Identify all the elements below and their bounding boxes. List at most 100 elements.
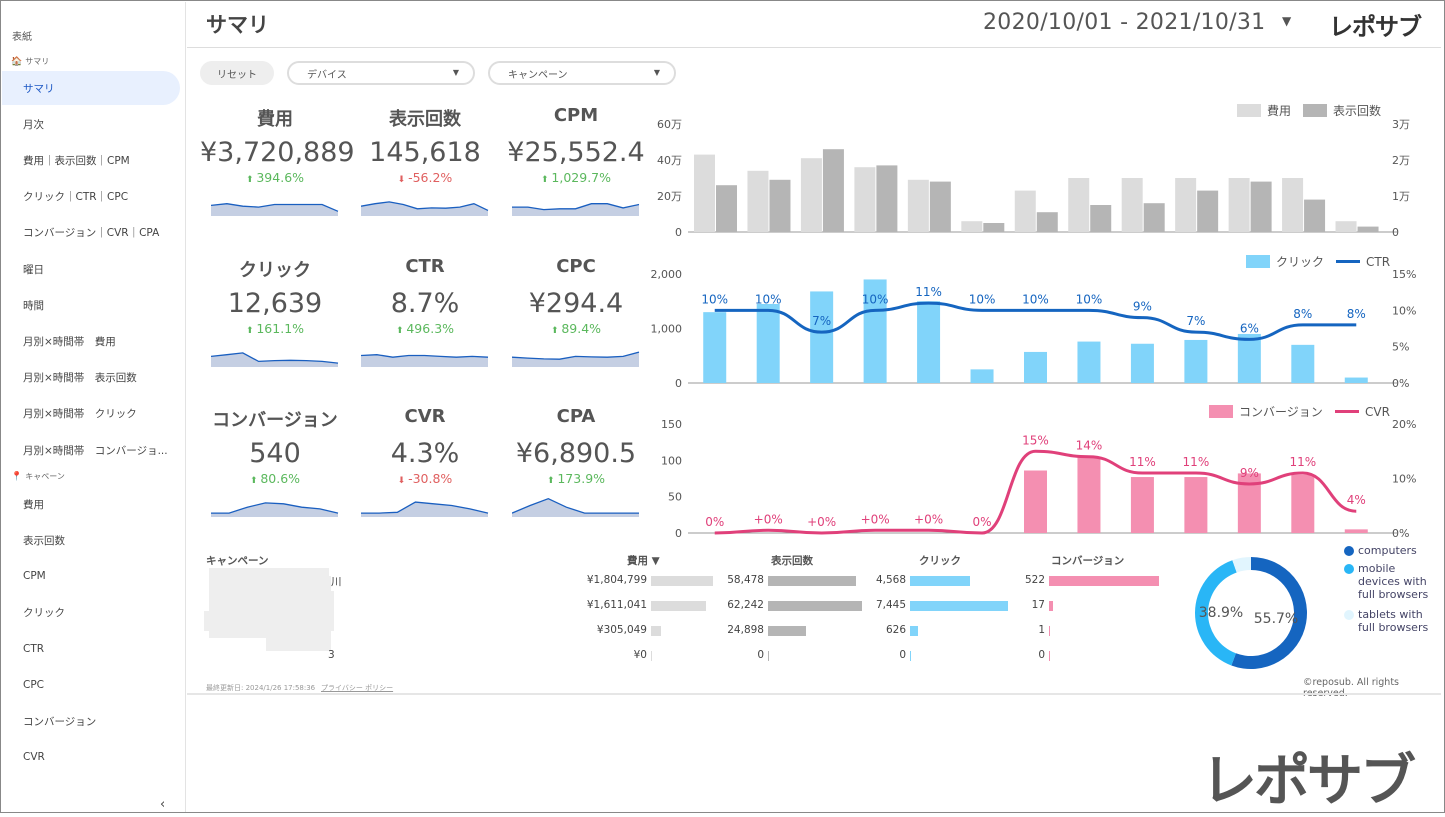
legend-swatch [1209,405,1233,418]
sidebar-item[interactable]: 月別×時間帯 クリック [23,408,137,421]
y-tick-left: 0 [675,527,682,540]
kpi-change-value: 161.1% [256,321,305,336]
sparkline-line [361,501,489,514]
last-updated: 最終更新日: 2024/1/26 17:58:36 [206,684,316,692]
arrow-down-icon: ⬇ [397,476,409,486]
cell-bar [1049,651,1050,661]
chart-panel-2: 0 50 100 150 0% 10% 20% 0% +0% +0% +0% +0% 0% 15% 14% 1… [661,405,1416,540]
kpi-change: ⬆ 173.9% [501,471,651,489]
sidebar-item[interactable]: コンバージョン｜CVR｜CPA [23,227,160,240]
legend-label: クリック [1276,255,1324,269]
data-label: 8% [1293,307,1312,321]
bar [907,179,929,232]
sidebar-item[interactable]: クリック｜CTR｜CPC [23,191,129,204]
device-filter-dropdown[interactable]: デバイス ▼ [287,61,475,85]
kpi-card: コンバージョン 540 ⬆ 80.6% [200,406,350,517]
sidebar-item[interactable]: サマリ [2,71,180,105]
kpi-change: ⬆ 394.6% [200,170,350,188]
cell-bar [910,651,911,661]
section-label: サマリ [25,57,50,66]
data-label: 11% [1129,455,1156,469]
cell-cost: ¥1,804,799 [586,574,647,586]
kpi-value: 145,618 [369,137,481,168]
sidebar-campaign-item[interactable]: CPM [23,570,46,583]
privacy-policy-link[interactable]: プライバシー ポリシー [321,684,394,692]
cell-bar [651,651,652,661]
masked-campaign-name [266,631,331,651]
sidebar-item[interactable]: 月別×時間帯 表示回数 [23,372,137,385]
kpi-change-value: -56.2% [408,170,453,185]
bar [983,223,1005,232]
sparkline-line [361,354,489,358]
sidebar-item-cover[interactable]: 表紙 [12,32,32,43]
bar [810,291,834,383]
campaign-name[interactable]: 川 [331,576,342,588]
sidebar-item[interactable]: 時間 [23,299,44,312]
sidebar-item[interactable]: 曜日 [23,263,44,276]
chart-panel-0: 0 20万 40万 60万 0 1万 2万 3万 費用 表示回数 [657,103,1410,239]
kpi-change-value: 496.3% [406,321,455,336]
campaign-name[interactable]: 3 [328,649,335,661]
table-header[interactable]: 費用 ▼ [627,555,660,567]
sidebar-campaign-item[interactable]: 表示回数 [23,534,65,547]
date-dropdown-icon[interactable]: ▼ [1282,14,1292,28]
y-tick-left: 50 [668,491,682,504]
legend-label: CTR [1366,255,1390,269]
cell-imp: 62,242 [727,599,764,611]
sidebar-item[interactable]: 月別×時間帯 コンバージョ... [23,444,168,457]
bar [800,158,822,232]
bar [863,279,887,383]
cell-bar [768,626,806,636]
kpi-change: ⬆ 1,029.7% [501,170,651,188]
data-label: 10% [969,292,996,306]
kpi-change-value: 394.6% [256,170,305,185]
kpi-card: CPA ¥6,890.5 ⬆ 173.9% [501,406,651,517]
kpi-label: CVR [404,406,446,427]
kpi-card: クリック 12,639 ⬆ 161.1% [200,256,350,367]
data-label: +0% [807,515,836,529]
kpi-change: ⬆ 80.6% [200,471,350,489]
bar [1090,205,1112,232]
sidebar-campaign-item[interactable]: 費用 [23,498,44,511]
kpi-change-value: 89.4% [561,321,602,336]
sidebar-campaign-item[interactable]: コンバージョン [23,715,97,728]
kpi-sparkline [361,354,489,367]
data-label: 7% [812,314,831,328]
collapse-sidebar-button[interactable]: ‹ [160,797,166,812]
legend-swatch [1237,104,1261,117]
bar [1024,470,1047,533]
date-range-picker[interactable]: 2020/10/01 - 2021/10/31 [983,10,1266,35]
y-tick-right: 15% [1392,268,1416,281]
bar [1197,190,1219,232]
legend-label: tablets with full browsers [1358,608,1429,634]
data-label: 10% [1076,292,1103,306]
sidebar-item[interactable]: 費用｜表示回数｜CPM [23,154,130,167]
bar [1291,344,1315,383]
sparkline-line [211,203,339,212]
bar [1068,178,1090,232]
sidebar-campaign-item[interactable]: CTR [23,642,45,655]
sidebar-campaign-item[interactable]: CVR [23,751,45,764]
sidebar-item[interactable]: 月別×時間帯 費用 [23,335,116,348]
table-header[interactable]: キャンペーン [206,555,269,567]
kpi-label: CPA [556,406,596,427]
sidebar-item[interactable]: 月次 [23,118,44,131]
table-header[interactable]: クリック [919,555,961,567]
sidebar-campaign-item[interactable]: CPC [23,679,44,691]
reset-button[interactable]: リセット [200,61,274,85]
brand-watermark-logo: レポサブ [1201,749,1416,814]
table-header[interactable]: 表示回数 [771,555,813,567]
campaign-filter-dropdown[interactable]: キャンペーン ▼ [488,61,676,85]
kpi-card: CVR 4.3% ⬇ -30.8% [350,406,500,517]
kpi-sparkline [211,203,339,216]
bar [1121,178,1143,232]
bar [1282,178,1304,232]
bar [917,301,941,383]
table-header[interactable]: コンバージョン [1051,555,1125,567]
sidebar-campaign-item[interactable]: クリック [23,607,65,620]
header-divider [187,47,1441,48]
kpi-change: ⬇ -56.2% [350,170,500,188]
sidebar-nav: 表紙 🏠 サマリ サマリ 月次 費用｜表示回数｜CPM クリック｜CTR｜CPC コンバー… [2,2,186,812]
arrow-up-icon: ⬆ [541,175,552,185]
kpi-sparkline [512,203,640,216]
